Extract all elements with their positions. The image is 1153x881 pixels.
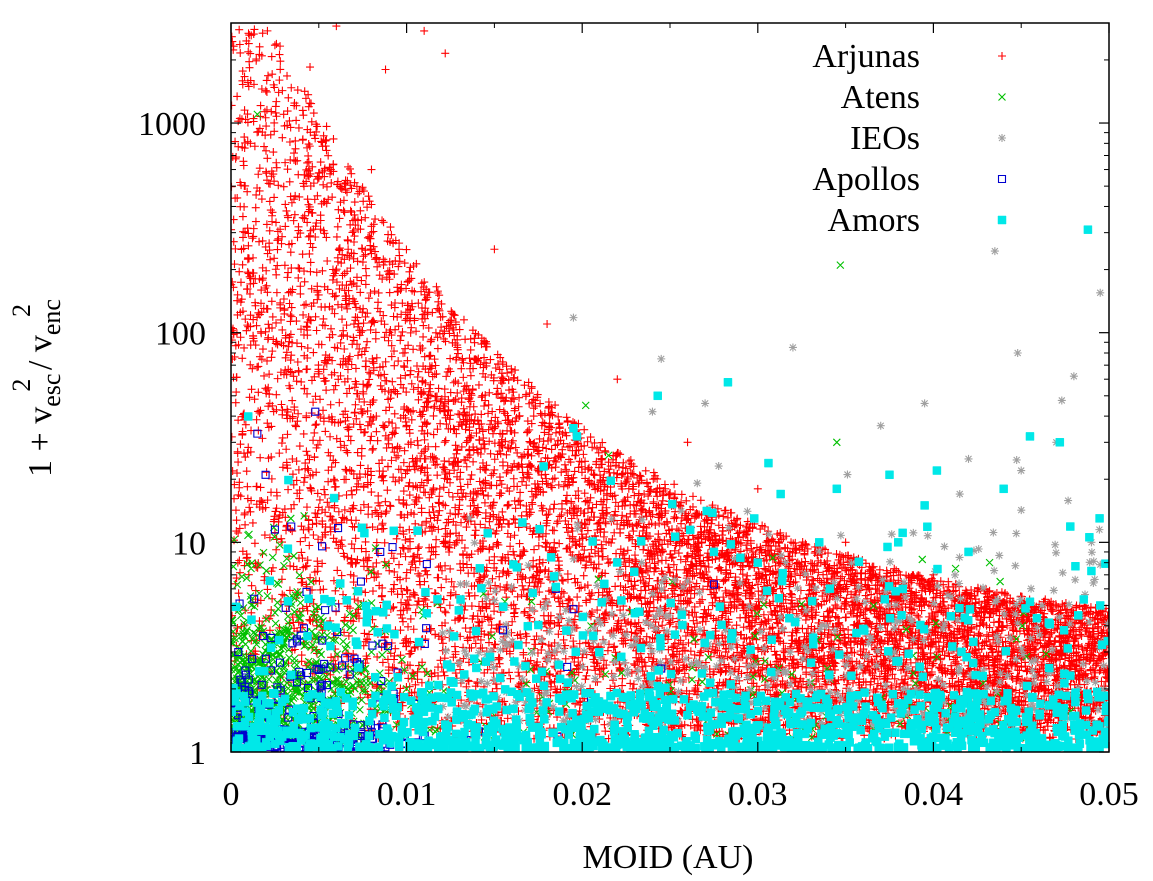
y-axis-label-sub1: esc	[37, 374, 66, 407]
series-arjunas-points	[231, 23, 1109, 744]
legend-label-atens: Atens	[841, 79, 920, 116]
y-axis-label: 1 + vesc2 / venc2	[7, 299, 66, 477]
legend-marker-ieos	[998, 134, 1006, 142]
x-tick-label: 0.04	[904, 776, 964, 813]
y-axis-label-sub2: enc	[37, 299, 66, 335]
y-axis: 1 10 100 1000	[138, 22, 1109, 772]
y-tick-label: 100	[155, 316, 206, 353]
y-axis-label-sup2: 2	[7, 304, 36, 317]
x-tick-label: 0.05	[1079, 776, 1139, 813]
y-tick-label: 10	[172, 525, 206, 562]
x-tick-label: 0.02	[552, 776, 612, 813]
legend: Arjunas Atens IEOs Apollos Amors	[812, 38, 1007, 239]
legend-label-apollos: Apollos	[812, 161, 920, 198]
legend-marker-apollos	[997, 174, 1007, 184]
y-axis-label-sup1: 2	[7, 379, 36, 392]
y-axis-label-mid: / v	[22, 335, 59, 378]
legend-marker-arjunas	[998, 52, 1006, 60]
y-tick-label: 1000	[138, 106, 206, 143]
plot-area	[231, 23, 1109, 752]
legend-label-ieos: IEOs	[850, 120, 920, 157]
legend-label-amors: Amors	[827, 202, 920, 239]
x-axis: 0 0.01 0.02 0.03 0.04 0.05	[223, 23, 1139, 813]
y-axis-label-lead: 1 + v	[22, 407, 59, 477]
x-tick-label: 0	[223, 776, 240, 813]
x-tick-label: 0.03	[728, 776, 788, 813]
x-axis-label: MOID (AU)	[583, 839, 754, 876]
y-tick-label: 1	[189, 735, 206, 772]
x-tick-label: 0.01	[377, 776, 437, 813]
legend-marker-atens	[998, 93, 1006, 101]
legend-marker-amors	[997, 215, 1007, 225]
legend-label-arjunas: Arjunas	[812, 38, 920, 75]
